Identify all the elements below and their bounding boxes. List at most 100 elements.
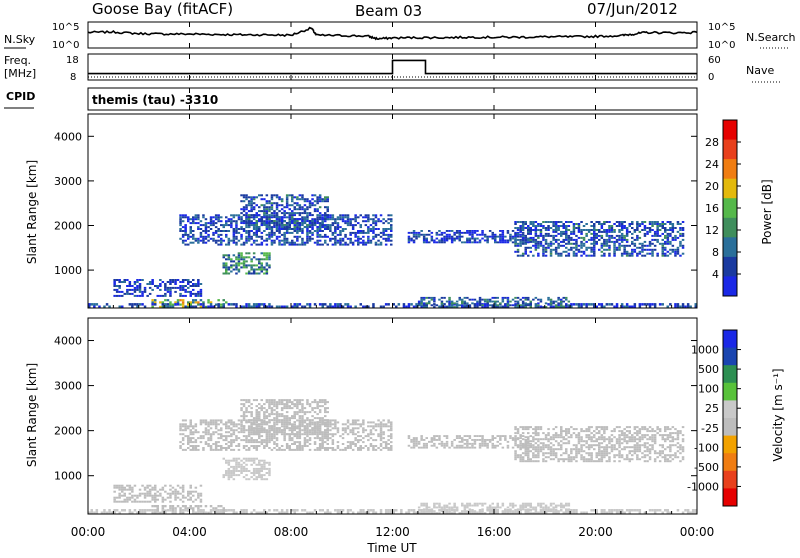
heatmap-cell [245, 468, 248, 470]
heatmap-cell [443, 240, 446, 242]
heatmap-cell [223, 226, 226, 228]
heatmap-cell [631, 237, 634, 239]
heatmap-cell [669, 456, 672, 458]
heatmap-cell [644, 446, 647, 448]
heatmap-cell [646, 434, 649, 436]
heatmap-cell [314, 210, 317, 212]
heatmap-cell [306, 441, 309, 443]
heatmap-cell [253, 472, 256, 474]
heatmap-cell [136, 285, 139, 287]
heatmap-cell [286, 204, 289, 206]
heatmap-cell [327, 226, 330, 228]
heatmap-cell [519, 229, 522, 231]
heatmap-cell [481, 441, 484, 443]
heatmap-cell [664, 456, 667, 458]
heatmap-cell [555, 253, 558, 255]
heatmap-cell [250, 403, 253, 405]
heatmap-cell [354, 214, 357, 216]
heatmap-cell [347, 216, 350, 218]
heatmap-cell [273, 226, 276, 228]
heatmap-cell [220, 240, 223, 242]
heatmap-cell [606, 303, 609, 306]
heatmap-cell [316, 226, 319, 228]
heatmap-cell [243, 208, 246, 210]
heatmap-cell [603, 436, 606, 438]
heatmap-cell [489, 299, 492, 301]
heatmap-cell [532, 456, 535, 458]
heatmap-cell [438, 299, 441, 301]
heatmap-cell [623, 428, 626, 430]
heatmap-cell [309, 212, 312, 214]
heatmap-cell [679, 233, 682, 235]
heatmap-cell [223, 264, 226, 266]
heatmap-cell [557, 448, 560, 450]
heatmap-cell [296, 411, 299, 413]
heatmap-cell [268, 214, 271, 216]
heatmap-cell [268, 222, 271, 224]
heatmap-cell [568, 301, 571, 303]
heatmap-cell [238, 216, 241, 218]
heatmap-cell [535, 446, 538, 448]
heatmap-cell [182, 449, 185, 451]
heatmap-cell [636, 225, 639, 227]
heatmap-cell [144, 487, 147, 489]
heatmap-cell [494, 240, 497, 242]
heatmap-cell [291, 433, 294, 435]
heatmap-cell [256, 433, 259, 435]
heatmap-cell [271, 399, 274, 401]
heatmap-cell [568, 442, 571, 444]
heatmap-cell [253, 240, 256, 242]
heatmap-cell [590, 446, 593, 448]
heatmap-cell [294, 449, 297, 451]
heatmap-cell [441, 441, 444, 443]
heatmap-cell [225, 460, 228, 462]
heatmap-cell [621, 225, 624, 227]
heatmap-cell [256, 470, 259, 472]
heatmap-cell [451, 236, 454, 238]
heatmap-cell [578, 442, 581, 444]
heatmap-cell [266, 216, 269, 218]
heatmap-cell [535, 448, 538, 450]
heatmap-cell [235, 423, 238, 425]
heatmap-cell [182, 491, 185, 493]
heatmap-cell [387, 447, 390, 449]
heatmap-cell [179, 230, 182, 232]
heatmap-cell [677, 253, 680, 255]
heatmap-cell [537, 229, 540, 231]
heatmap-cell [184, 429, 187, 431]
heatmap-cell [253, 232, 256, 234]
heatmap-cell [519, 454, 522, 456]
heatmap-cell [382, 230, 385, 232]
heatmap-cell [286, 196, 289, 198]
heatmap-cell [634, 229, 637, 231]
heatmap-cell [672, 432, 675, 434]
heatmap-cell [525, 247, 528, 249]
heatmap-cell [486, 302, 489, 304]
heatmap-cell [253, 252, 256, 254]
heatmap-cell [476, 439, 479, 441]
heatmap-cell [601, 426, 604, 428]
heatmap-cell [202, 419, 205, 421]
heatmap-cell [547, 245, 550, 247]
heatmap-cell [131, 487, 134, 489]
heatmap-cell [669, 229, 672, 231]
heatmap-cell [289, 204, 292, 206]
heatmap-cell [532, 239, 535, 241]
heatmap-cell [243, 206, 246, 208]
heatmap-cell [184, 240, 187, 242]
heatmap-cell [278, 232, 281, 234]
heatmap-cell [644, 450, 647, 452]
heatmap-cell [192, 236, 195, 238]
heatmap-cell [243, 258, 246, 260]
heatmap-cell [563, 460, 566, 462]
heatmap-cell [522, 221, 525, 223]
heatmap-cell [669, 235, 672, 237]
heatmap-cell [319, 421, 322, 423]
heatmap-cell [575, 456, 578, 458]
heatmap-cell [230, 435, 233, 437]
heatmap-cell [662, 225, 665, 227]
heatmap-cell [634, 444, 637, 446]
heatmap-cell [233, 472, 236, 474]
heatmap-cell [360, 232, 363, 234]
heatmap-cell [375, 216, 378, 218]
